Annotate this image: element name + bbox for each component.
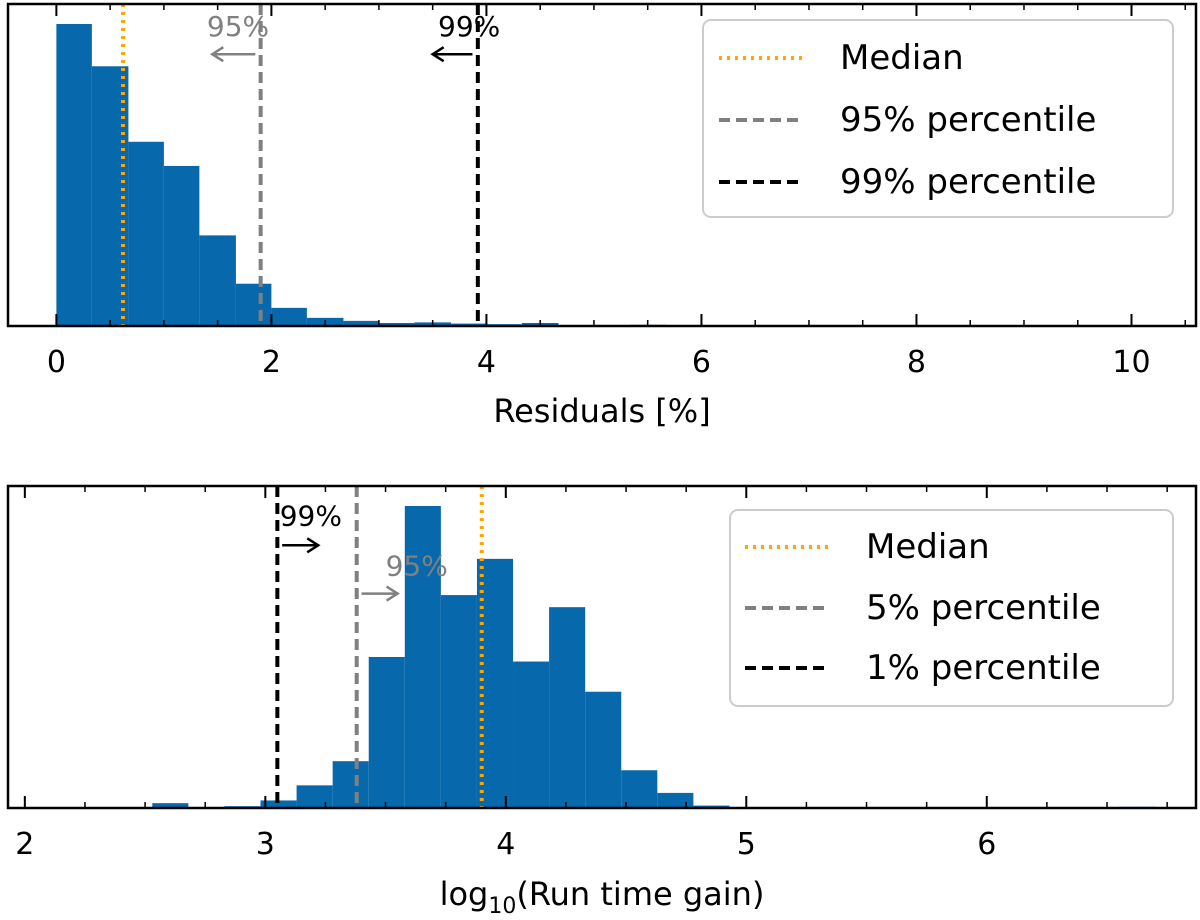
runtime-axes-frame (6, 484, 1198, 810)
runtime-tick-label-5: 5 (737, 827, 756, 862)
runtime-bar-9 (513, 661, 550, 808)
runtime-legend-label-1: 5% percentile (866, 588, 1101, 628)
residuals-bar-6 (271, 307, 307, 326)
residuals-annotation-arrowhead-1 (430, 46, 445, 63)
runtime-bar-0 (152, 803, 189, 808)
residuals-legend-label-2: 99% percentile (840, 162, 1096, 202)
residuals-legend-label-0: Median (840, 38, 964, 78)
residuals-bar-2 (128, 141, 164, 326)
runtime-legend-box (729, 509, 1174, 707)
runtime-bar-5 (368, 657, 405, 808)
runtime-legend-label-0: Median (866, 527, 990, 567)
residuals-tick-label-10: 10 (1112, 345, 1150, 380)
runtime-bar-3 (296, 785, 333, 808)
residuals-bar-9 (378, 322, 415, 326)
runtime-legend-label-2: 1% percentile (866, 648, 1101, 688)
runtime-annotation-0: 95% (386, 549, 448, 582)
runtime-bar-12 (621, 770, 658, 808)
residuals-tick-label-0: 0 (47, 345, 66, 380)
runtime-annotation-arrowhead-0 (385, 585, 400, 602)
runtime-tick-label-4: 4 (496, 827, 515, 862)
residuals-tick-label-4: 4 (477, 345, 496, 380)
residuals-xlabel: Residuals [%] (493, 392, 710, 430)
runtime-xlabel: log10(Run time gain) (440, 875, 765, 919)
runtime-tick-label-2: 2 (15, 827, 34, 862)
runtime-bar-7 (440, 595, 477, 808)
runtime-tick-label-6: 6 (977, 827, 996, 862)
residuals-annotation-arrowhead-0 (209, 46, 224, 63)
runtime-annotation-arrowhead-1 (306, 537, 321, 554)
residuals-bar-3 (163, 165, 200, 326)
residuals-annotation-0: 95% (207, 10, 269, 43)
runtime-bar-4 (332, 761, 369, 808)
residuals-axes-frame (6, 2, 1198, 328)
residuals-bar-4 (199, 235, 236, 326)
runtime-bar-6 (404, 506, 441, 808)
residuals-bar-8 (343, 320, 379, 326)
runtime-bar-2 (260, 800, 297, 808)
runtime-bar-13 (657, 792, 694, 808)
residuals-bar-5 (235, 283, 272, 326)
runtime-bar-10 (549, 607, 586, 808)
runtime-tick-label-3: 3 (256, 827, 275, 862)
residuals-bar-0 (56, 24, 92, 326)
residuals-tick-label-8: 8 (907, 345, 926, 380)
runtime-annotation-1: 99% (280, 500, 342, 533)
runtime-gain-histogram-panel: 95% 99% 2 3 4 5 6 log10(Run time gain) Median 5% … (6, 484, 1198, 919)
runtime-bar-11 (585, 691, 622, 808)
residuals-tick-label-6: 6 (692, 345, 711, 380)
residuals-annotation-1: 99% (438, 10, 500, 43)
residuals-legend-box (702, 19, 1174, 218)
runtime-bar-8 (476, 558, 514, 808)
residuals-legend-label-1: 95% percentile (840, 100, 1096, 140)
residuals-histogram-panel: 95% 99% 0 2 4 6 8 10 Residuals [%] Median 95% perc… (6, 2, 1198, 430)
residuals-tick-label-2: 2 (262, 345, 281, 380)
